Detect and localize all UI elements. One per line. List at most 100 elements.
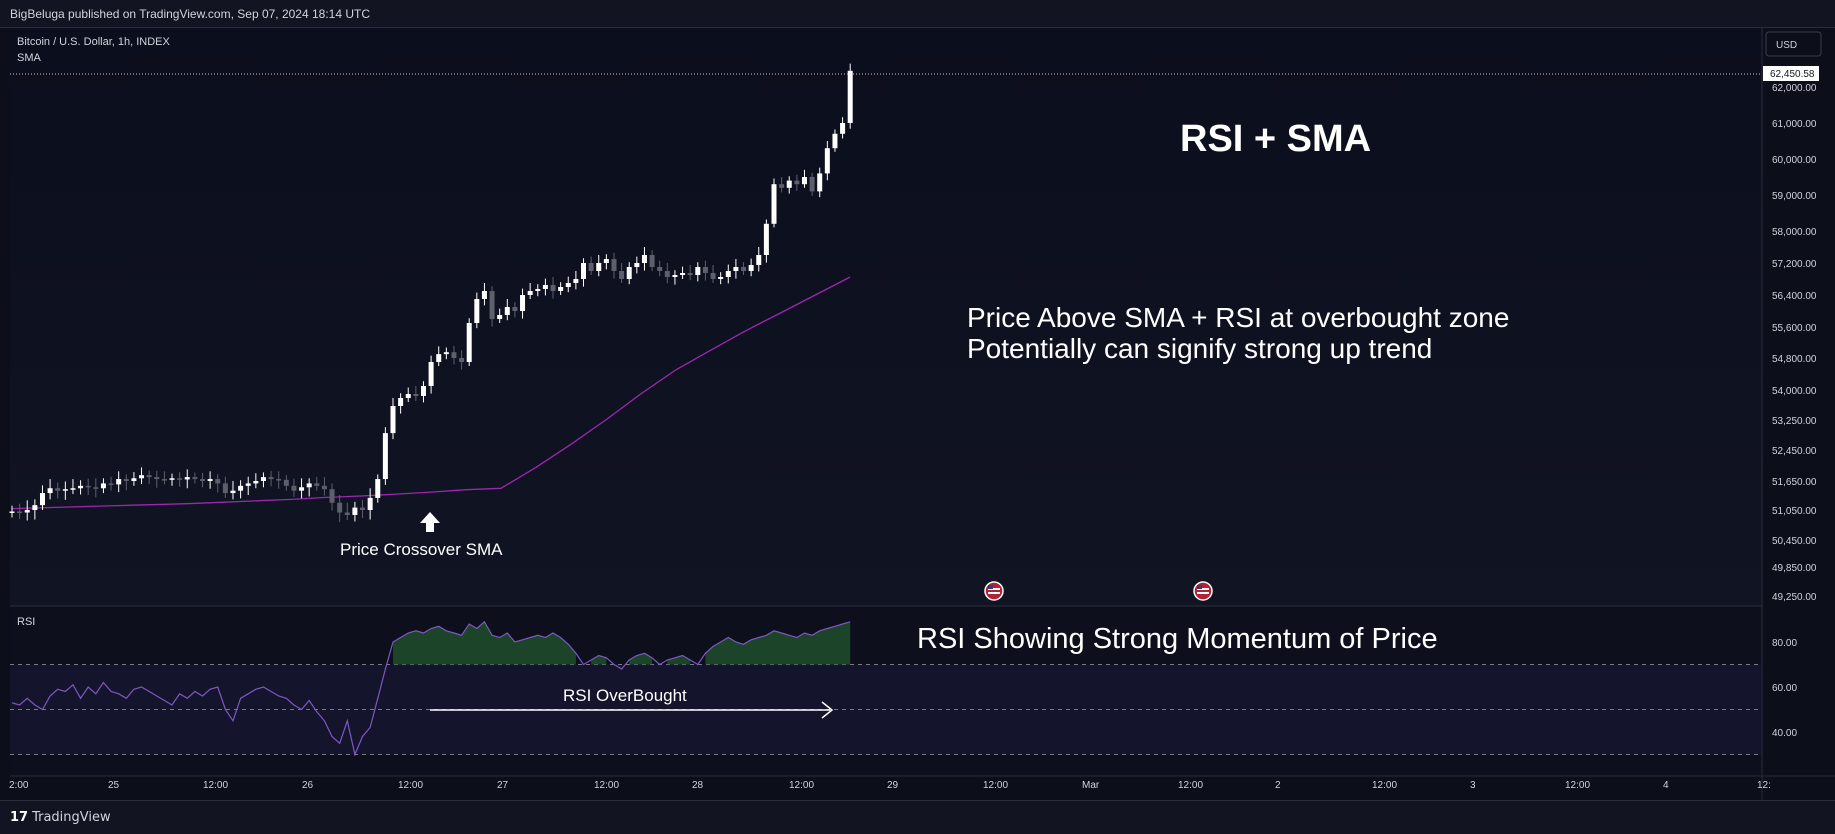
candle-body <box>634 263 640 267</box>
candle-body <box>817 173 823 192</box>
rsi-axis[interactable]: 80.00 60.00 40.00 <box>1772 638 1797 739</box>
time-tick-label: 12:00 <box>1178 780 1203 791</box>
candle-body <box>85 485 91 488</box>
time-tick-label: 4 <box>1663 780 1669 791</box>
us-flag-icon[interactable] <box>984 581 1004 601</box>
overbought-label: RSI OverBought <box>563 686 687 705</box>
candle-body <box>481 291 487 299</box>
tradingview-logo[interactable]: 17 TradingView <box>10 810 111 825</box>
candle-body <box>17 511 23 513</box>
rsi-legend: RSI <box>17 616 35 628</box>
annotation-title: RSI + SMA <box>1180 118 1371 160</box>
candle-body <box>725 271 731 277</box>
price-tick-label: 53,250.00 <box>1772 416 1817 427</box>
candle-body <box>840 123 846 134</box>
footer: 17 TradingView <box>0 800 1835 834</box>
rsi-overbought-fill <box>393 621 576 665</box>
candle-body <box>367 497 373 510</box>
candle-body <box>299 487 305 491</box>
rsi-overbought-fill <box>629 653 653 665</box>
candle-body <box>542 285 548 289</box>
rsi-bands <box>10 664 1762 755</box>
candle-body <box>459 358 465 362</box>
chart-svg[interactable]: Bitcoin / U.S. Dollar, 1h, INDEX SMA RSI… <box>0 28 1835 800</box>
candle-body <box>200 479 205 481</box>
candle-body <box>520 295 526 311</box>
time-tick-label: 28 <box>692 780 704 791</box>
time-tick-label: 12:00 <box>1565 780 1590 791</box>
last-price-tag: 62,450.58 <box>1763 66 1819 81</box>
candle-body <box>32 505 38 510</box>
candle-body <box>626 267 632 279</box>
candle-body <box>337 502 343 513</box>
us-flag-icon[interactable] <box>1193 581 1213 601</box>
candle-body <box>62 489 68 491</box>
time-tick-label: 12:00 <box>398 780 423 791</box>
candle-body <box>139 475 145 479</box>
candle-body <box>436 354 442 362</box>
price-tick-label: 58,000.00 <box>1772 227 1817 238</box>
time-tick-label: 3 <box>1470 780 1476 791</box>
time-tick-label: 2 <box>1275 780 1281 791</box>
candle-body <box>108 483 114 485</box>
candle-body <box>573 279 579 283</box>
candle-body <box>161 479 167 481</box>
price-axis[interactable]: 62,000.00 61,000.00 60,000.00 59,000.00 58,0… <box>1772 83 1817 603</box>
annotation-line-2: Potentially can signify strong up trend <box>967 333 1432 364</box>
candle-body <box>184 477 190 480</box>
candle-body <box>550 285 556 291</box>
candle-body <box>558 287 564 291</box>
time-tick-label: 29 <box>887 780 899 791</box>
candle-body <box>260 477 266 481</box>
candle-body <box>489 291 495 319</box>
candle-body <box>847 70 853 123</box>
candle-body <box>535 289 541 291</box>
candle-body <box>78 485 84 489</box>
candle-body <box>641 255 647 263</box>
candle-body <box>55 488 61 491</box>
candle-body <box>809 177 815 192</box>
candle-body <box>245 483 251 486</box>
candle-body <box>702 267 708 273</box>
candle-body <box>238 485 244 491</box>
candles <box>9 63 853 522</box>
candle-body <box>512 307 518 311</box>
chart-area[interactable]: Bitcoin / U.S. Dollar, 1h, INDEX SMA RSI… <box>0 28 1835 800</box>
time-tick-label: 12:00 <box>1372 780 1397 791</box>
rsi-tick-label: 80.00 <box>1772 638 1797 649</box>
currency-button[interactable]: USD <box>1765 31 1822 57</box>
price-tick-label: 55,600.00 <box>1772 323 1817 334</box>
candle-body <box>123 479 129 481</box>
candle-body <box>222 483 228 494</box>
candle-body <box>748 265 754 271</box>
candle-body <box>596 263 602 271</box>
sma-series <box>11 276 851 510</box>
price-tick-label: 51,650.00 <box>1772 477 1817 488</box>
candle-body <box>70 488 76 490</box>
rsi-overbought-fill <box>667 655 691 665</box>
candle-body <box>474 299 480 323</box>
brand-name: TradingView <box>32 810 111 825</box>
candle-body <box>100 483 106 489</box>
time-tick-label: 12:00 <box>983 780 1008 791</box>
candle-body <box>466 323 472 362</box>
candle-body <box>131 478 137 481</box>
candle-body <box>824 148 830 174</box>
time-axis[interactable]: 2:00 25 12:00 26 12:00 27 12:00 28 12:00 29 12:00 M… <box>9 780 1771 791</box>
candle-body <box>779 184 785 188</box>
price-tick-label: 54,000.00 <box>1772 386 1817 397</box>
candle-body <box>504 307 510 315</box>
sma-line <box>11 276 851 510</box>
candle-body <box>581 263 586 279</box>
top-bar: BigBeluga published on TradingView.com, … <box>0 0 1835 28</box>
rsi-overbought-fill <box>705 621 851 665</box>
rsi-line <box>11 620 851 757</box>
candle-body <box>253 481 259 484</box>
candle-body <box>695 267 701 275</box>
candle-body <box>291 485 297 491</box>
candle-body <box>405 394 411 398</box>
time-tick-label: 12: <box>1757 780 1771 791</box>
candle-body <box>680 273 686 275</box>
rsi-series <box>11 620 851 757</box>
candle-body <box>420 386 426 396</box>
